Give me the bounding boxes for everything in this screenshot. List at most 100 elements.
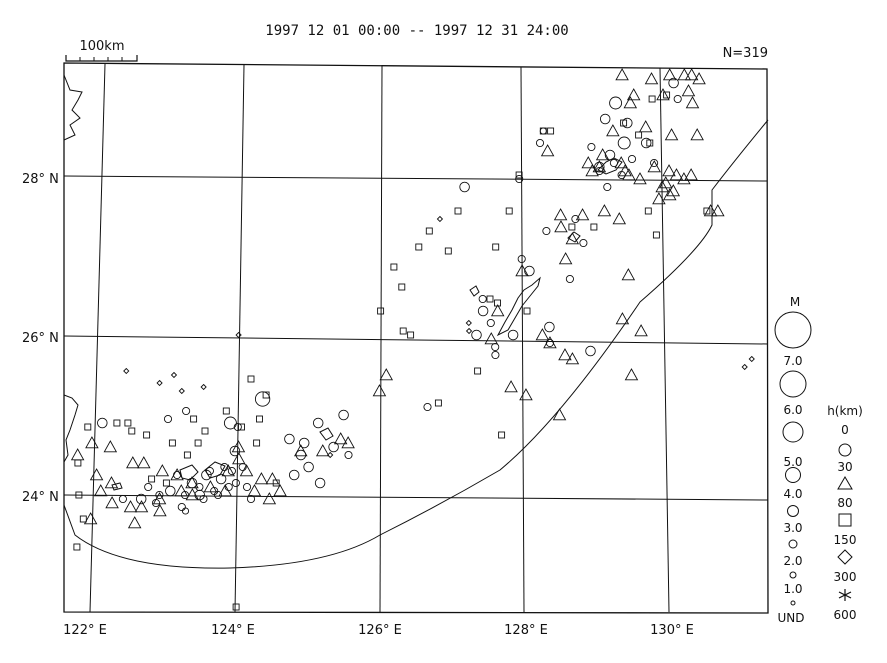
magnitude-legend-circle-2: [788, 539, 798, 549]
event-circle: [585, 345, 596, 357]
magnitude-label-7: 7.0: [783, 354, 802, 368]
event-triangle: [540, 144, 555, 157]
event-triangle: [558, 348, 572, 361]
event-circle: [242, 482, 252, 492]
event-square: [486, 295, 494, 303]
event-square: [635, 131, 643, 139]
event-triangle: [504, 380, 518, 393]
event-triangle: [638, 120, 653, 133]
map-frame: [63, 62, 769, 614]
coastlines: [63, 74, 769, 569]
event-triangle: [535, 328, 550, 341]
event-circle: [673, 94, 682, 104]
event-circle: [227, 466, 236, 476]
axis-labels: 122° E 124° E 126° E 128° E 130° E 28° N…: [22, 172, 694, 638]
event-square: [390, 263, 398, 271]
event-triangle: [174, 484, 189, 497]
event-triangle: [218, 484, 232, 497]
event-triangle: [221, 464, 235, 477]
event-triangle: [633, 172, 647, 185]
magnitude-label-und: UND: [778, 611, 805, 625]
meridian-130e: [659, 67, 670, 613]
lat-label-28: 28° N: [22, 172, 59, 187]
magnitude-legend-circle-7: [774, 311, 812, 349]
event-triangle: [553, 208, 568, 221]
event-square: [407, 331, 415, 339]
event-triangle: [315, 444, 330, 457]
event-triangle: [595, 148, 610, 161]
event-circle: [459, 181, 470, 193]
event-diamond: [178, 387, 185, 395]
event-triangle: [294, 444, 308, 457]
event-triangle: [656, 88, 670, 101]
event-diamond: [465, 319, 472, 327]
event-triangle: [333, 432, 348, 445]
scale-bar-label: 100km: [79, 39, 124, 54]
meridian-126e: [379, 65, 383, 613]
event-square: [75, 491, 83, 499]
kume-island: [469, 285, 480, 297]
event-square: [183, 451, 191, 459]
depth-label-0: 0: [841, 423, 849, 437]
event-square: [148, 475, 156, 483]
depth-label-150: 150: [834, 533, 857, 547]
event-circle: [603, 182, 612, 192]
event-diamond: [123, 367, 130, 375]
event-circle: [220, 462, 229, 472]
event-square: [444, 247, 452, 255]
event-triangle: [575, 208, 590, 221]
event-square: [415, 243, 423, 251]
event-circle: [491, 350, 500, 360]
event-diamond: [748, 355, 755, 363]
event-triangle: [621, 268, 636, 281]
event-triangle: [127, 516, 142, 529]
event-square: [663, 91, 671, 99]
event-square: [162, 479, 170, 487]
depth-legend-circle: [838, 443, 852, 457]
magnitude-legend: M 7.0 6.0 5.0 4.0 3.0 2.0 1.0 UND: [774, 295, 812, 625]
event-triangle: [552, 408, 567, 421]
event-circle: [254, 391, 271, 407]
event-circle: [544, 321, 555, 333]
depth-legend-triangle: [837, 476, 853, 490]
event-triangle: [690, 128, 704, 141]
event-diamond: [741, 363, 748, 371]
event-triangle: [104, 476, 119, 489]
event-square: [190, 415, 198, 423]
event-square: [79, 515, 87, 523]
ryukyu-trench-line: [63, 119, 769, 569]
magnitude-label-3: 3.0: [783, 521, 802, 535]
event-square: [74, 459, 82, 467]
event-square: [498, 431, 506, 439]
event-square: [143, 431, 151, 439]
event-triangle: [105, 496, 119, 509]
event-triangle: [652, 192, 666, 205]
event-circle: [199, 494, 208, 504]
event-circle: [144, 482, 153, 492]
event-triangle: [662, 68, 677, 81]
event-circle: [423, 402, 432, 412]
event-triangle: [612, 212, 627, 225]
event-circle: [517, 254, 526, 264]
event-square: [73, 543, 81, 551]
event-square: [434, 399, 442, 407]
event-circle: [135, 493, 147, 505]
event-circle: [303, 461, 314, 473]
lat-label-24: 24° N: [22, 490, 59, 505]
event-square: [253, 439, 261, 447]
event-triangle: [585, 164, 599, 177]
event-triangle: [515, 264, 529, 277]
event-triangle: [123, 500, 138, 513]
event-circle: [288, 469, 300, 481]
event-circle: [284, 433, 295, 445]
event-triangle: [565, 352, 580, 365]
event-triangle: [126, 456, 140, 469]
event-triangle: [379, 368, 394, 381]
event-triangle: [185, 488, 200, 501]
event-square: [124, 419, 132, 427]
lon-label-124: 124° E: [211, 623, 255, 638]
event-triangle: [170, 468, 184, 481]
event-triangle: [703, 204, 718, 217]
event-circle: [295, 449, 307, 461]
